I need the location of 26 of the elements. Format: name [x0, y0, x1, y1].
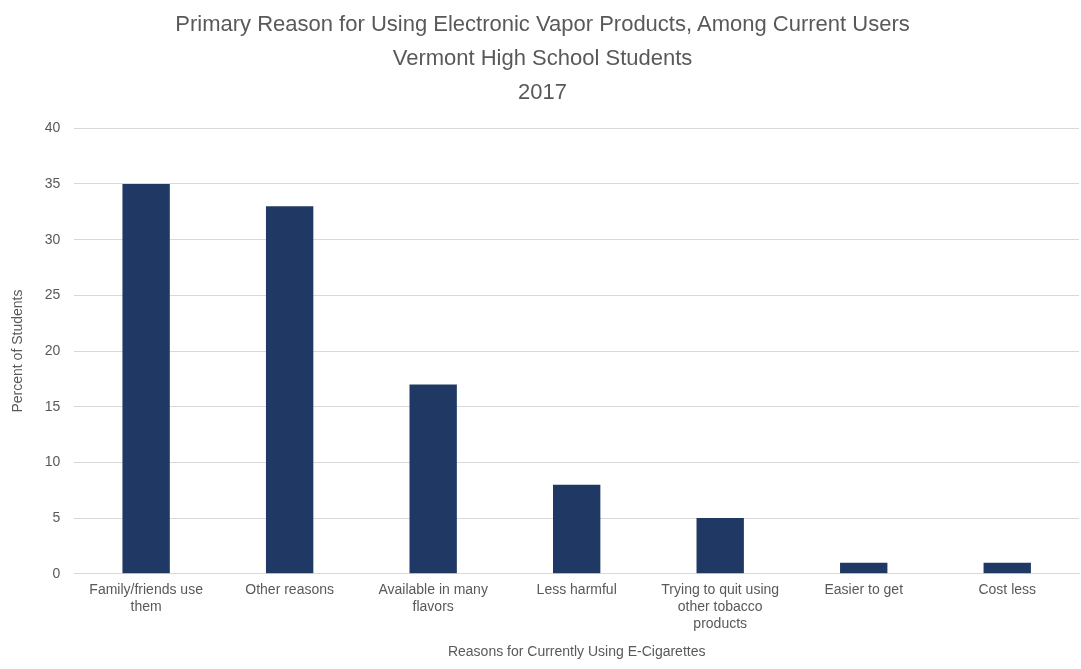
bar [265, 206, 314, 574]
y-tick-label: 25 [44, 286, 61, 303]
bar [409, 384, 457, 574]
x-tick-label: Easier to get [824, 581, 904, 598]
x-tick-label: Less harmful [536, 581, 617, 598]
y-tick-label: 0 [52, 564, 61, 581]
bar [553, 484, 601, 574]
bar [696, 518, 744, 574]
x-tick-label: Other reasons [245, 581, 335, 598]
y-tick-label: 35 [44, 174, 61, 191]
y-tick-label: 30 [44, 230, 61, 247]
bar [840, 562, 888, 574]
x-tick-label: Family/friends use them [89, 581, 204, 614]
y-tick-label: 40 [44, 119, 61, 136]
bar [122, 183, 170, 574]
y-axis-title: Percent of Students [9, 289, 26, 413]
bar [983, 562, 1031, 574]
x-tick-label: Available in many flavors [378, 581, 488, 614]
y-tick-label: 10 [44, 453, 61, 470]
x-tick-label: Trying to quit using other tobacco products [661, 581, 780, 631]
y-tick-label: 20 [44, 341, 61, 358]
x-tick-label: Cost less [978, 581, 1037, 598]
chart-title: Primary Reason for Using Electronic Vapor Products, Among Current Users Vermont High School Students 2017 [175, 11, 910, 105]
y-tick-label: 15 [44, 397, 61, 414]
y-tick-label: 5 [52, 508, 61, 525]
x-axis-title: Reasons for Currently Using E-Cigarettes [447, 643, 706, 660]
